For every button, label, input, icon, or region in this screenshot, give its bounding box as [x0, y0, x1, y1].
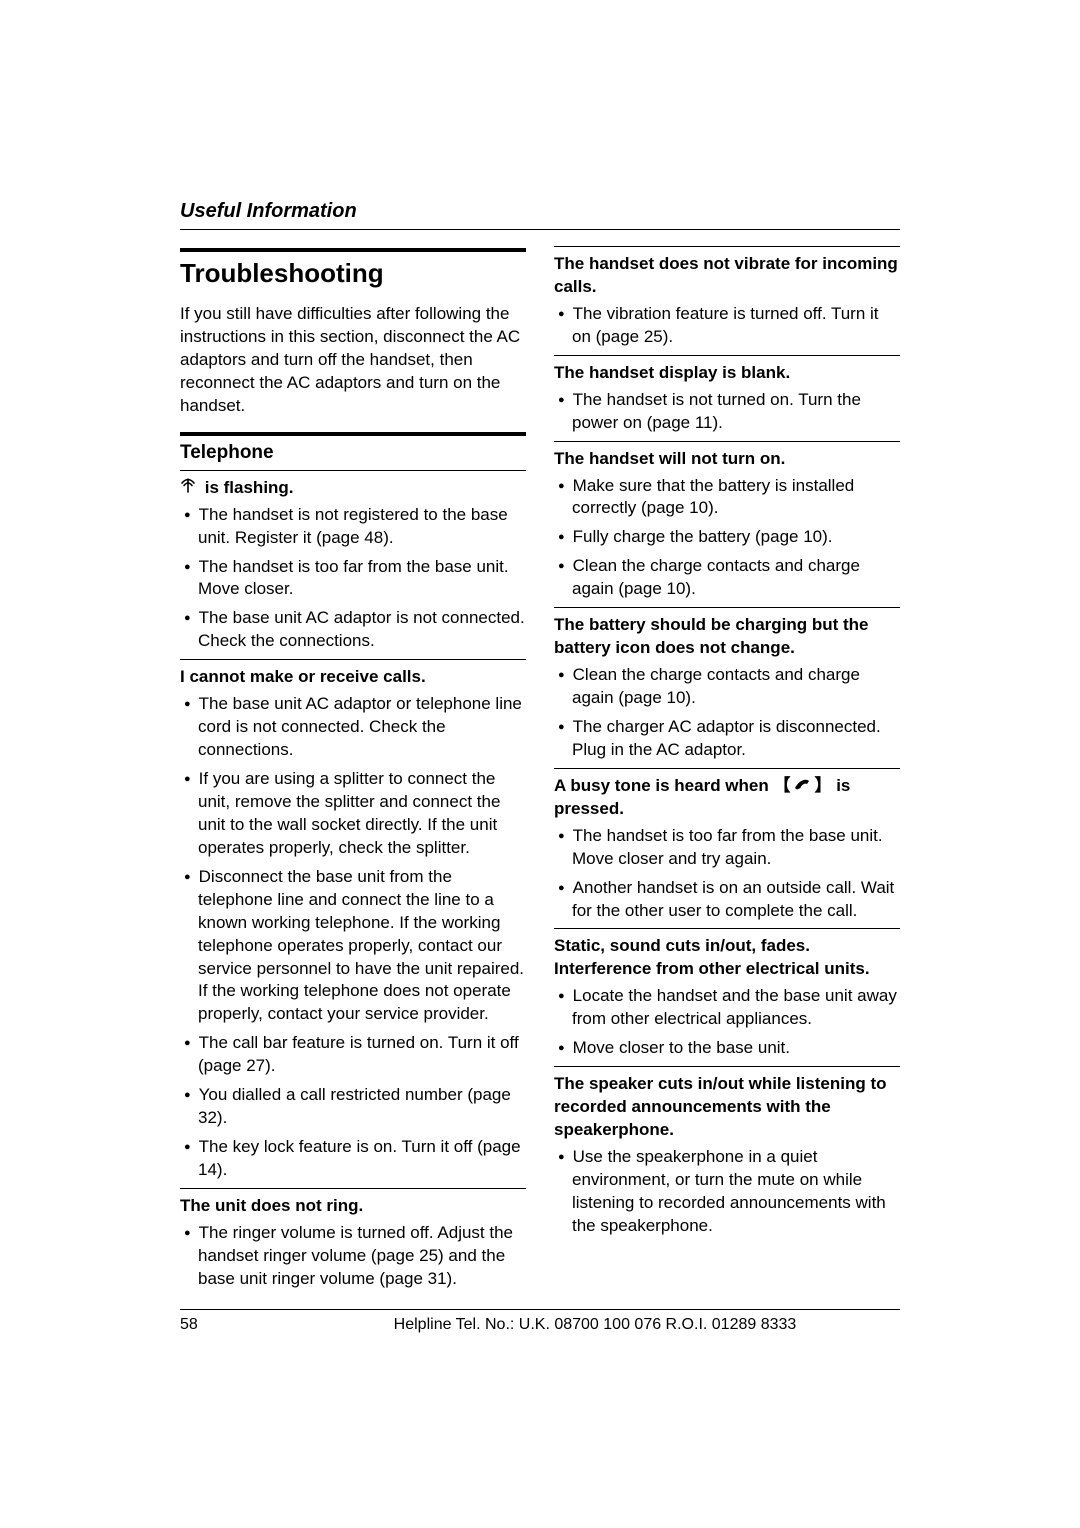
divider [554, 768, 900, 769]
list-item: Clean the charge contacts and charge aga… [568, 664, 900, 710]
page-number: 58 [180, 1316, 290, 1334]
heavy-rule [180, 432, 526, 436]
list-item: Use the speakerphone in a quiet environm… [568, 1146, 900, 1238]
issue-title-pre: A busy tone is heard when [554, 776, 773, 795]
bullet-list: The handset is not turned on. Turn the p… [554, 389, 900, 435]
list-item: The charger AC adaptor is disconnected. … [568, 716, 900, 762]
bullet-list: The base unit AC adaptor or telephone li… [180, 693, 526, 1182]
document-page: Useful Information Troubleshooting If yo… [180, 200, 900, 1334]
divider [180, 470, 526, 471]
heavy-rule [180, 248, 526, 252]
list-item: The key lock feature is on. Turn it off … [194, 1136, 526, 1182]
bullet-list: Clean the charge contacts and charge aga… [554, 664, 900, 762]
bullet-list: The handset is too far from the base uni… [554, 825, 900, 923]
bullet-list: The ringer volume is turned off. Adjust … [180, 1222, 526, 1291]
list-item: Fully charge the battery (page 10). [568, 526, 900, 549]
issue-title: The unit does not ring. [180, 1195, 526, 1218]
bullet-list: The vibration feature is turned off. Tur… [554, 303, 900, 349]
footer-text: Helpline Tel. No.: U.K. 08700 100 076 R.… [290, 1316, 900, 1334]
list-item: Make sure that the battery is installed … [568, 475, 900, 521]
list-item: The handset is not turned on. Turn the p… [568, 389, 900, 435]
bullet-list: Use the speakerphone in a quiet environm… [554, 1146, 900, 1238]
bullet-list: Locate the handset and the base unit awa… [554, 985, 900, 1060]
divider [554, 928, 900, 929]
divider [180, 1188, 526, 1189]
left-column: Troubleshooting If you still have diffic… [180, 240, 526, 1297]
issue-title: is flashing. [180, 477, 526, 500]
bullet-list: Make sure that the battery is installed … [554, 475, 900, 602]
list-item: The vibration feature is turned off. Tur… [568, 303, 900, 349]
divider [180, 659, 526, 660]
issue-title-text: is flashing. [205, 478, 294, 497]
list-item: Disconnect the base unit from the teleph… [194, 866, 526, 1027]
issue-title: Static, sound cuts in/out, fades. Interf… [554, 935, 900, 981]
list-item: Move closer to the base unit. [568, 1037, 900, 1060]
list-item: Another handset is on an outside call. W… [568, 877, 900, 923]
list-item: If you are using a splitter to connect t… [194, 768, 526, 860]
antenna-icon [180, 478, 201, 497]
issue-title: I cannot make or receive calls. [180, 666, 526, 689]
list-item: Locate the handset and the base unit awa… [568, 985, 900, 1031]
issue-title: The handset does not vibrate for incomin… [554, 253, 900, 299]
issue-title: The speaker cuts in/out while listening … [554, 1073, 900, 1142]
issue-title: The handset display is blank. [554, 362, 900, 385]
list-item: The base unit AC adaptor or telephone li… [194, 693, 526, 762]
list-item: The handset is too far from the base uni… [568, 825, 900, 871]
page-title: Troubleshooting [180, 258, 526, 289]
divider [554, 607, 900, 608]
list-item: The call bar feature is turned on. Turn … [194, 1032, 526, 1078]
divider [554, 355, 900, 356]
footer: 58 Helpline Tel. No.: U.K. 08700 100 076… [180, 1309, 900, 1334]
list-item: The handset is not registered to the bas… [194, 504, 526, 550]
subheading-telephone: Telephone [180, 442, 526, 464]
list-item: You dialled a call restricted number (pa… [194, 1084, 526, 1130]
bracket-close-icon: 】 [814, 776, 831, 795]
bracket-open-icon: 【 [773, 776, 790, 795]
list-item: Clean the charge contacts and charge aga… [568, 555, 900, 601]
list-item: The handset is too far from the base uni… [194, 556, 526, 602]
issue-title: The handset will not turn on. [554, 448, 900, 471]
divider [554, 441, 900, 442]
list-item: The base unit AC adaptor is not connecte… [194, 607, 526, 653]
handset-icon [792, 775, 812, 798]
intro-paragraph: If you still have difficulties after fol… [180, 303, 526, 418]
divider [554, 1066, 900, 1067]
issue-title: The battery should be charging but the b… [554, 614, 900, 660]
right-column: The handset does not vibrate for incomin… [554, 240, 900, 1297]
two-column-layout: Troubleshooting If you still have diffic… [180, 240, 900, 1297]
divider [554, 246, 900, 247]
bullet-list: The handset is not registered to the bas… [180, 504, 526, 654]
section-header: Useful Information [180, 200, 900, 230]
issue-title: A busy tone is heard when 【】 is pressed. [554, 775, 900, 821]
list-item: The ringer volume is turned off. Adjust … [194, 1222, 526, 1291]
